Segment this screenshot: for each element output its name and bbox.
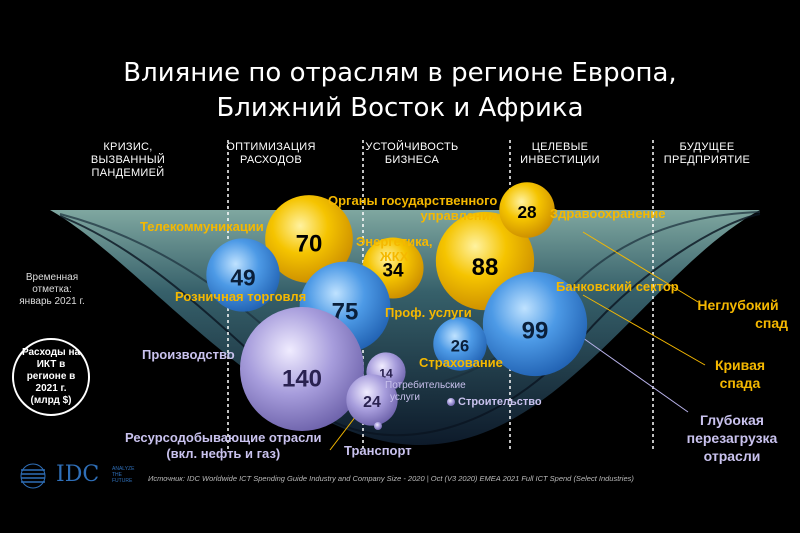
- bubble-2: [499, 182, 555, 238]
- phase-header-line: КРИЗИС,: [103, 141, 153, 153]
- bubble-12: [374, 422, 382, 430]
- curve-pointer: [582, 294, 706, 366]
- bubble-value-4: 49: [230, 264, 255, 290]
- spend-line: регионе в: [26, 371, 76, 382]
- label-line: ЖКХ: [380, 249, 409, 264]
- bubble-value-1: 88: [472, 254, 499, 281]
- label-manufacturing: Производство: [142, 347, 235, 362]
- tag-line: FUTURE: [112, 478, 133, 484]
- label-government: Органы государственного управления: [328, 193, 497, 223]
- valley-curve-upper: [59, 211, 761, 391]
- bubble-10: [346, 374, 398, 426]
- label-line: управления: [420, 208, 498, 223]
- label-banking: Банковский сектор: [556, 279, 679, 294]
- bubble-value-7: 26: [451, 336, 469, 355]
- timestamp-note: Временная отметка: январь 2021 г.: [14, 272, 90, 308]
- bubble-value-2: 28: [517, 202, 537, 222]
- spend-line: (млрд $): [30, 395, 72, 406]
- bubble-value-0: 70: [296, 230, 323, 257]
- scenario-line: спад: [755, 315, 788, 331]
- label-retail: Розничная торговля: [175, 289, 307, 304]
- phase-header-future: БУДУЩЕЕ ПРЕДПРИЯТИЕ: [642, 141, 772, 167]
- phase-header-line: БУДУЩЕЕ: [679, 141, 735, 153]
- spend-legend-circle: Расходы на ИКТ в регионе в 2021 г. (млрд…: [12, 338, 90, 416]
- spend-legend-text: Расходы на ИКТ в регионе в 2021 г. (млрд…: [22, 347, 80, 407]
- phase-header-line: УСТОЙЧИВОСТЬ: [365, 141, 459, 153]
- spend-line: 2021 г.: [35, 383, 67, 394]
- label-prof-services: Проф. услуги: [385, 305, 472, 320]
- scenario-curve: Кривая спада: [700, 356, 780, 392]
- label-line: услуги: [390, 392, 420, 403]
- deep-pointer: [582, 337, 689, 413]
- title-line-1: Влияние по отраслям в регионе Европа,: [123, 58, 677, 88]
- bubble-value-3: 34: [382, 261, 404, 282]
- idc-logo-text: IDC: [56, 462, 100, 487]
- phase-header-line: ЦЕЛЕВЫЕ: [531, 141, 589, 153]
- label-energy: Энергетика, ЖКХ: [356, 234, 432, 264]
- scenario-line: отрасли: [703, 448, 761, 464]
- spend-line: Расходы на: [21, 347, 81, 358]
- label-construction: Строительство: [458, 396, 542, 408]
- title-line-2: Ближний Восток и Африка: [216, 93, 584, 123]
- phase-header-crisis: КРИЗИС, ВЫЗВАННЫЙ ПАНДЕМИЕЙ: [63, 141, 193, 180]
- phase-header-line: ИНВЕСТИЦИИ: [520, 154, 600, 166]
- bubble-value-8: 140: [282, 365, 322, 392]
- phase-header-line: ПАНДЕМИЕЙ: [91, 167, 165, 179]
- tag-line: ANALYZE: [112, 466, 135, 472]
- bubble-value-6: 99: [522, 318, 549, 345]
- spend-line: ИКТ в: [36, 359, 66, 370]
- bubble-7: [433, 317, 487, 371]
- phase-header-investment: ЦЕЛЕВЫЕ ИНВЕСТИЦИИ: [495, 141, 625, 167]
- note-line: отметка:: [32, 284, 72, 295]
- bubble-11: [447, 398, 455, 406]
- phase-header-line: ПРЕДПРИЯТИЕ: [663, 154, 751, 166]
- label-insurance: Страхование: [419, 355, 503, 370]
- idc-globe-icon: [20, 463, 46, 489]
- valley-curve-lower: [59, 213, 761, 437]
- bubble-6: [482, 271, 588, 377]
- label-telecom: Телекоммуникации: [140, 219, 264, 234]
- scenario-line: спада: [719, 375, 761, 391]
- bubble-8: [240, 307, 364, 431]
- label-resource: Ресурсодобывающие отрасли (вкл. нефть и …: [125, 430, 322, 462]
- phase-header-line: ВЫЗВАННЫЙ: [90, 154, 166, 166]
- label-health: Здравоохранение: [550, 206, 666, 221]
- phase-header-resilience: УСТОЙЧИВОСТЬ БИЗНЕСА: [347, 141, 477, 167]
- label-line: Ресурсодобывающие отрасли: [125, 430, 322, 445]
- label-transport: Транспорт: [344, 443, 412, 458]
- scenario-deep: Глубокая перезагрузка отрасли: [676, 411, 788, 465]
- bubble-value-10: 24: [363, 394, 381, 411]
- bubble-4: [206, 238, 280, 312]
- scenario-line: Кривая: [714, 357, 766, 373]
- label-line: Органы государственного: [328, 193, 498, 208]
- scenario-line: перезагрузка: [686, 430, 778, 446]
- phase-header-line: БИЗНЕСА: [384, 154, 440, 166]
- label-line: (вкл. нефть и газ): [166, 446, 281, 461]
- source-note: Источник: IDC Worldwide ICT Spending Gui…: [148, 474, 634, 483]
- label-line: Энергетика,: [356, 234, 433, 249]
- scenario-line: Глубокая: [700, 412, 764, 428]
- phase-header-line: РАСХОДОВ: [239, 154, 303, 166]
- label-consumer: Потребительские услуги: [385, 380, 466, 404]
- note-line: январь 2021 г.: [19, 296, 85, 307]
- tag-line: THE: [112, 472, 122, 478]
- scenario-shallow: Неглубокий спад: [688, 296, 788, 332]
- scenario-line: Неглубокий: [697, 297, 779, 313]
- label-line: Потребительские: [385, 380, 466, 391]
- phase-header-line: ОПТИМИЗАЦИЯ: [226, 141, 316, 153]
- note-line: Временная: [25, 272, 79, 283]
- shallow-pointer: [582, 231, 699, 303]
- phase-header-optimization: ОПТИМИЗАЦИЯ РАСХОДОВ: [206, 141, 336, 167]
- idc-tagline: ANALYZE THE FUTURE: [112, 466, 142, 484]
- bubble-0: [265, 195, 353, 283]
